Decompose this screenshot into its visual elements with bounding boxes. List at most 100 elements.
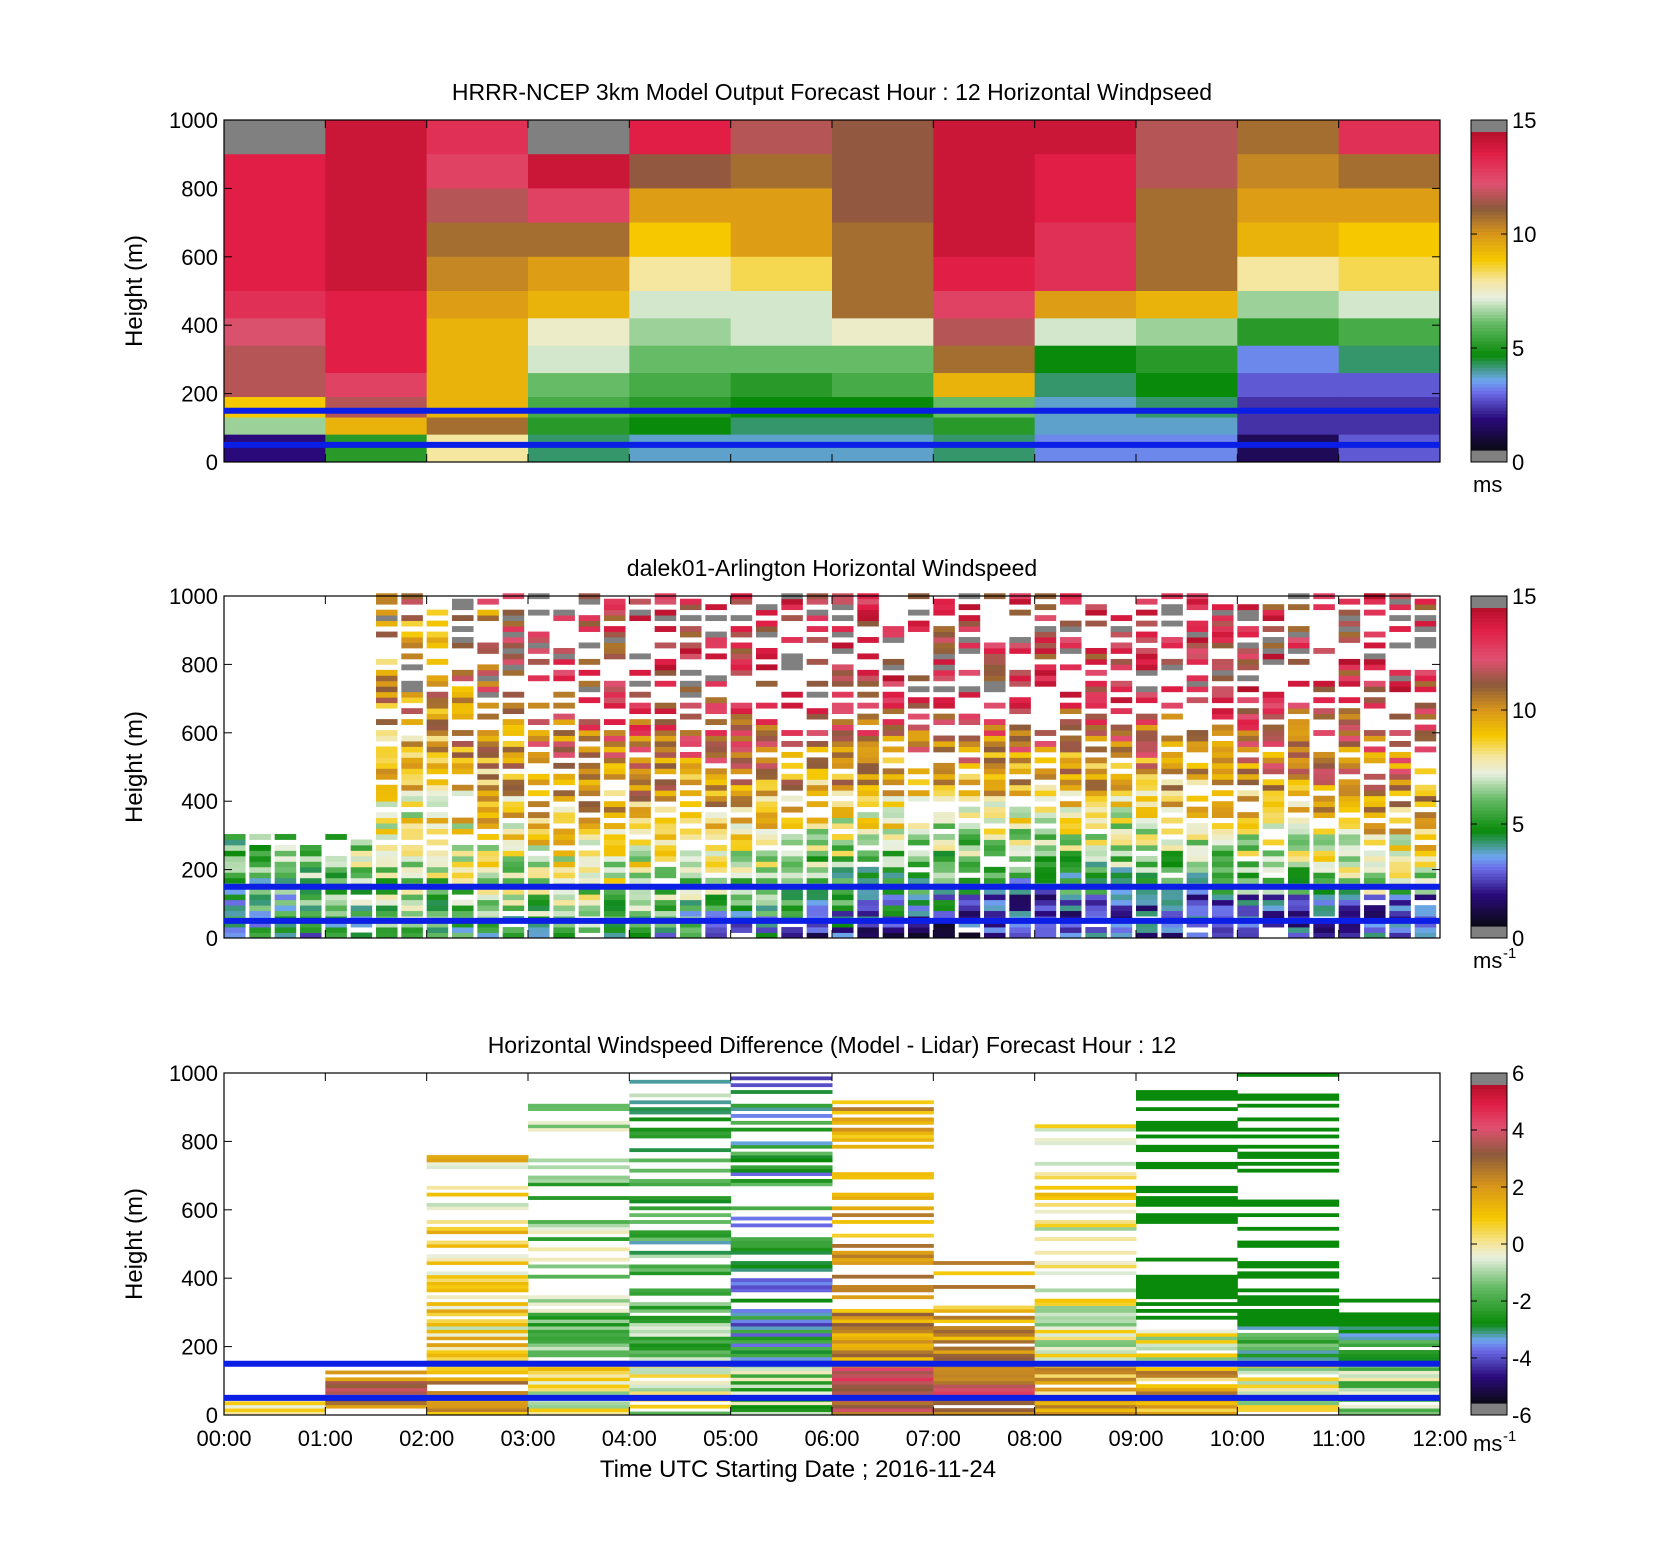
difference-cell: [528, 1373, 630, 1378]
model-cell: [426, 291, 529, 319]
lidar-cell: [908, 795, 930, 802]
lidar-cell: [680, 713, 702, 720]
lidar-cell: [1414, 817, 1437, 824]
lidar-cell: [1212, 762, 1234, 769]
lidar-cell: [730, 795, 753, 802]
lidar-cell: [1009, 828, 1031, 835]
difference-cell: [1034, 1223, 1137, 1228]
lidar-cell: [680, 730, 702, 736]
lidar-cell: [1110, 801, 1133, 808]
lidar-cell: [1237, 866, 1259, 873]
lidar-cell: [857, 730, 879, 736]
colorbar-segment: [1471, 1164, 1507, 1169]
lidar-cell: [528, 872, 550, 879]
lidar-cell: [426, 609, 449, 616]
lidar-cell: [958, 877, 981, 884]
colorbar-segment: [1471, 717, 1507, 722]
lidar-cell: [730, 801, 753, 808]
lidar-cell: [705, 680, 727, 687]
lidar-cell: [680, 828, 702, 835]
difference-cell: [832, 1377, 934, 1382]
lidar-cell: [1288, 637, 1310, 643]
lidar-cell: [730, 828, 753, 835]
difference-cell: [528, 1312, 630, 1317]
lidar-cell: [1034, 861, 1057, 868]
lidar-cell: [376, 905, 398, 912]
lidar-cell: [730, 834, 753, 840]
lidar-cell: [1262, 823, 1285, 829]
difference-cell: [1034, 1175, 1137, 1180]
lidar-cell: [1288, 823, 1310, 829]
x-tick-label: 12:00: [1412, 1426, 1467, 1451]
lidar-cell: [1288, 899, 1310, 906]
lidar-cell: [376, 932, 398, 939]
lidar-cell: [680, 642, 702, 649]
difference-cell: [629, 1373, 732, 1378]
lidar-cell: [908, 850, 930, 857]
lidar-cell: [1262, 697, 1285, 704]
lidar-cell: [1262, 735, 1285, 742]
lidar-cell: [1338, 899, 1361, 906]
lidar-cell: [528, 741, 550, 747]
lidar-cell: [1389, 680, 1411, 687]
model-cell: [1338, 188, 1441, 224]
lidar-cell: [452, 708, 474, 715]
lidar-cell: [882, 735, 905, 742]
lidar-cell: [1060, 768, 1082, 775]
colorbar-segment: [1471, 690, 1507, 695]
lidar-cell: [1009, 757, 1031, 764]
lidar-cell: [908, 741, 930, 747]
lidar-cell: [1212, 932, 1234, 939]
lidar-cell: [1110, 910, 1133, 917]
lidar-cell: [705, 719, 727, 725]
lidar-cell: [730, 647, 753, 654]
lidar-cell: [1009, 779, 1031, 786]
model-cell: [528, 434, 630, 463]
lidar-cell: [452, 686, 474, 693]
lidar-cell: [1161, 866, 1183, 873]
lidar-cell: [1161, 620, 1183, 627]
lidar-cell: [1085, 658, 1107, 665]
colorbar-segment: [1471, 707, 1507, 712]
lidar-cell: [1060, 823, 1082, 829]
difference-cell: [1237, 1093, 1340, 1098]
lidar-cell: [1288, 762, 1310, 769]
lidar-cell: [1136, 779, 1158, 786]
lidar-cell: [781, 658, 803, 665]
colorbar-segment: [1471, 753, 1507, 758]
lidar-cell: [604, 697, 626, 704]
lidar-cell: [1085, 823, 1107, 829]
difference-cell: [832, 1329, 934, 1334]
lidar-cell: [1338, 735, 1361, 742]
difference-cell: [730, 1172, 833, 1176]
difference-cell: [933, 1370, 1036, 1375]
lidar-cell: [654, 724, 677, 731]
lidar-cell: [730, 708, 753, 715]
lidar-cell: [1186, 680, 1209, 687]
lidar-cell: [857, 713, 879, 720]
lidar-cell: [705, 888, 727, 895]
lidar-cell: [604, 839, 626, 846]
lidar-cell: [705, 921, 727, 928]
lidar-cell: [832, 855, 854, 862]
difference-cell: [528, 1346, 630, 1351]
lidar-cell: [452, 757, 474, 764]
lidar-cell: [1237, 768, 1259, 775]
lidar-cell: [528, 642, 550, 649]
lidar-cell: [274, 932, 297, 939]
lidar-cell: [1110, 823, 1133, 829]
lidar-cell: [1212, 609, 1234, 616]
lidar-cell: [1288, 932, 1310, 939]
lidar-cell: [1389, 899, 1411, 906]
lidar-cell: [477, 686, 499, 693]
colorbar-segment: [1471, 141, 1507, 146]
lidar-cell: [553, 719, 575, 725]
colorbar-segment: [1471, 1157, 1507, 1162]
lidar-cell: [1313, 806, 1335, 813]
difference-cell: [1237, 1401, 1340, 1406]
lidar-cell: [1338, 790, 1361, 797]
lidar-cell: [426, 872, 449, 879]
lidar-cell: [426, 817, 449, 824]
lidar-cell: [1389, 872, 1411, 879]
difference-cell: [325, 1391, 428, 1395]
